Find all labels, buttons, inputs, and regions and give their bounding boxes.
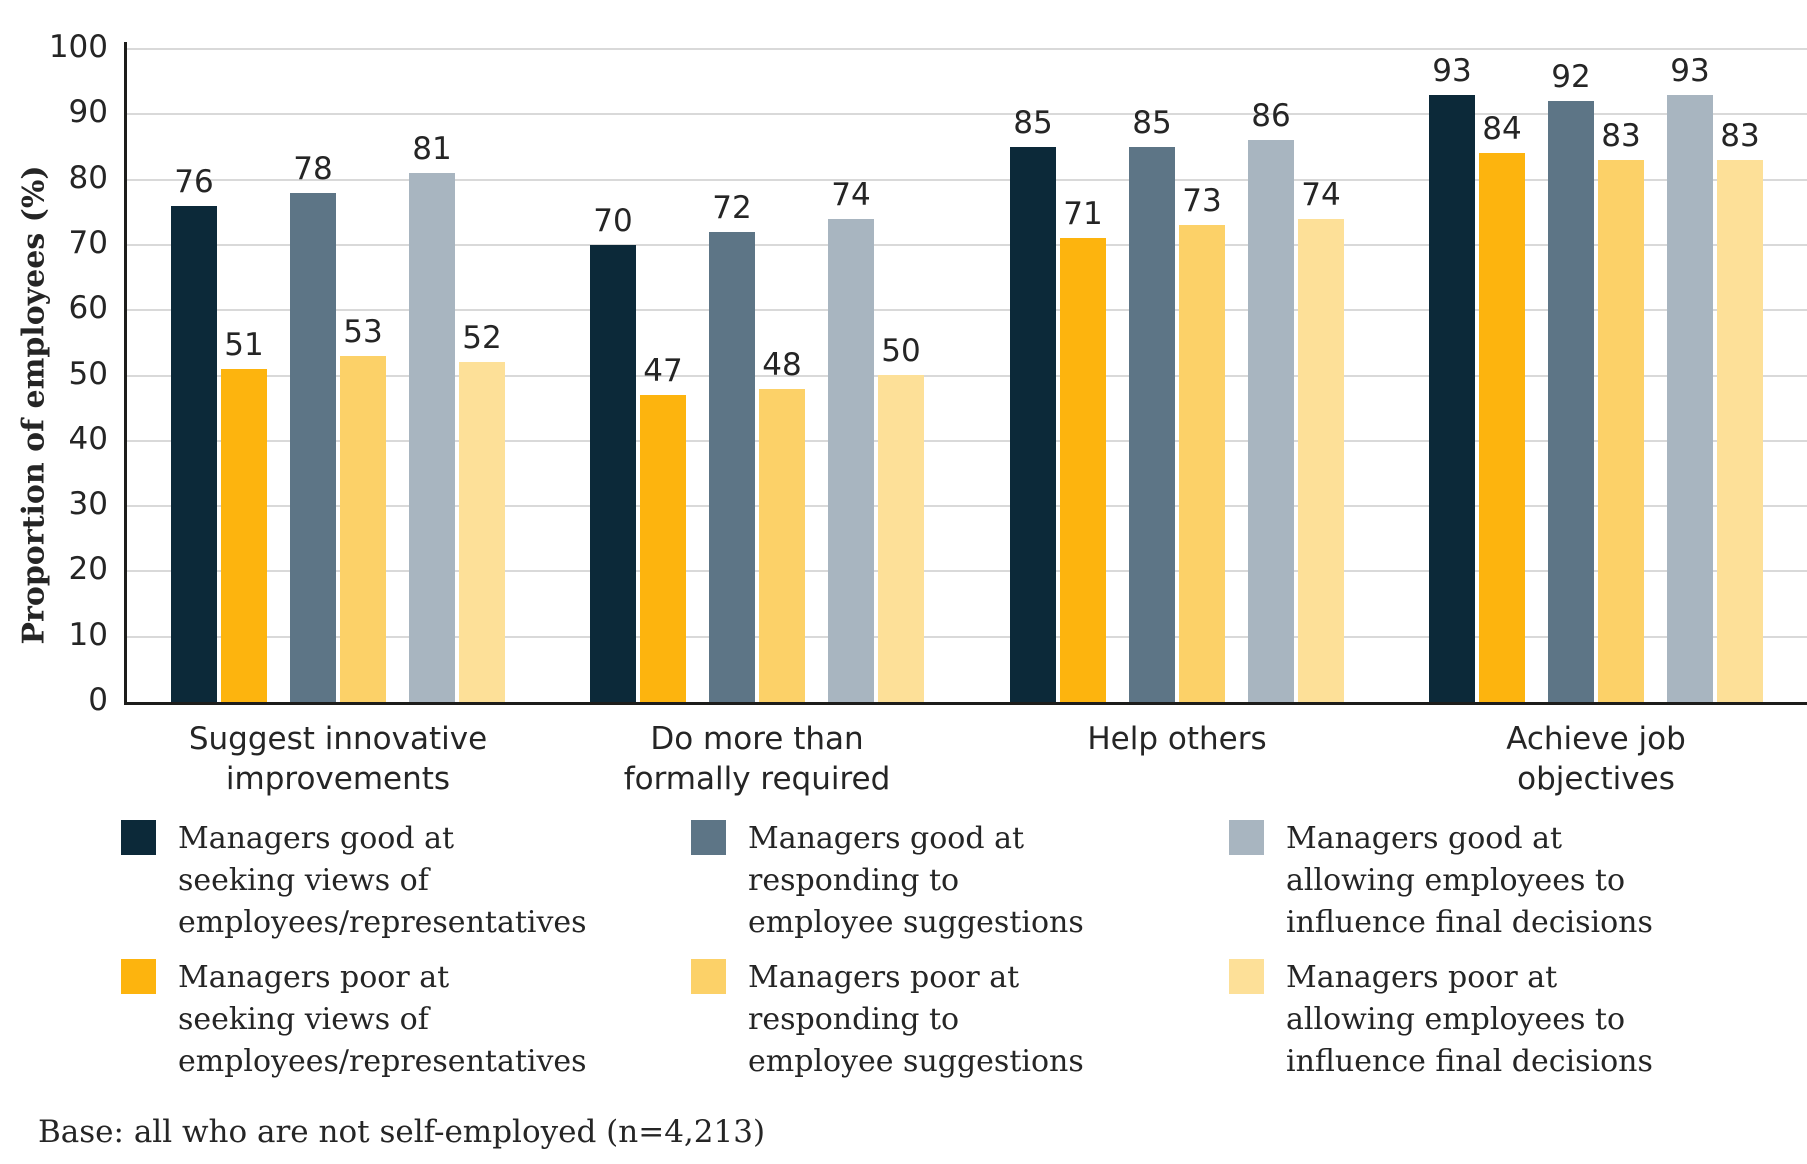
bar-group: 93 84 92 83 93 83 <box>1429 49 1763 702</box>
legend-swatch <box>121 959 156 994</box>
legend-label: Managers good at allowing employees to inf… <box>1286 821 1653 940</box>
bar-series4-cat3 <box>1179 225 1225 702</box>
y-tick-label: 100 <box>48 29 108 65</box>
bar-series4-cat1 <box>340 356 386 702</box>
gridline <box>124 374 1807 377</box>
bar-series4-cat2 <box>759 389 805 702</box>
gridline <box>124 178 1807 181</box>
bar-value-label: 76 <box>174 164 214 200</box>
bar-series4-cat4 <box>1598 160 1644 702</box>
bar-series5-cat2 <box>828 219 874 702</box>
category-label: Help others <box>1087 721 1267 757</box>
gridline <box>124 635 1807 638</box>
category-label: Suggest innovative improvements <box>188 721 488 797</box>
bar-value-label: 86 <box>1251 98 1291 134</box>
y-tick-label: 50 <box>68 355 108 392</box>
bar-value-label: 84 <box>1482 111 1522 147</box>
bar-value-label: 50 <box>881 333 921 369</box>
bar-value-label: 81 <box>412 131 452 167</box>
bar-group: 76 51 78 53 81 52 <box>171 49 505 702</box>
bar-series6-cat4 <box>1717 160 1763 702</box>
y-tick-label: 60 <box>68 290 108 327</box>
category-label: Do more than formally required <box>623 721 891 797</box>
x-axis-line <box>124 702 1807 705</box>
base-note: Base: all who are not self-employed (n=4… <box>38 1114 766 1150</box>
bar-value-label: 93 <box>1432 53 1472 89</box>
y-tick-label: 70 <box>68 224 108 261</box>
bar-series5-cat1 <box>409 173 455 702</box>
plot-area: 76 51 78 53 81 52 70 47 72 48 74 50 85 71 85 73 86 74 93 84… <box>124 48 1807 702</box>
bar-value-label: 93 <box>1670 53 1710 89</box>
legend-swatch <box>691 959 726 994</box>
bar-value-label: 71 <box>1063 196 1103 232</box>
y-tick-label: 0 <box>88 682 108 718</box>
bar-series1-cat2 <box>590 245 636 702</box>
bar-series2-cat4 <box>1479 153 1525 702</box>
bar-value-label: 48 <box>762 347 802 383</box>
bar-series3-cat2 <box>709 232 755 702</box>
y-tick-label: 90 <box>68 94 108 131</box>
legend-swatch <box>691 820 726 855</box>
gridline <box>124 439 1807 442</box>
bar-series2-cat1 <box>221 369 267 702</box>
bar-group: 85 71 85 73 86 74 <box>1010 49 1344 702</box>
bar-series2-cat2 <box>640 395 686 702</box>
bar-series3-cat1 <box>290 193 336 702</box>
bar-series2-cat3 <box>1060 238 1106 702</box>
bar-value-label: 72 <box>712 190 752 226</box>
bar-value-label: 70 <box>593 203 633 239</box>
bar-value-label: 51 <box>224 327 264 363</box>
bar-value-label: 74 <box>831 177 871 213</box>
legend-label: Managers poor at seeking views of employee… <box>178 960 587 1079</box>
legend-swatch <box>121 820 156 855</box>
bar-series3-cat3 <box>1129 147 1175 702</box>
y-axis-line <box>124 42 127 705</box>
bar-value-label: 73 <box>1182 183 1222 219</box>
gridline <box>124 309 1807 312</box>
bar-group: 70 47 72 48 74 50 <box>590 49 924 702</box>
bar-series6-cat2 <box>878 375 924 702</box>
legend-swatch <box>1229 959 1264 994</box>
bar-series6-cat3 <box>1298 219 1344 702</box>
gridline <box>124 113 1807 116</box>
bar-value-label: 74 <box>1301 177 1341 213</box>
bar-value-label: 92 <box>1551 59 1591 95</box>
y-tick-label: 40 <box>68 420 108 457</box>
legend-label: Managers poor at allowing employees to inf… <box>1286 960 1653 1079</box>
legend-swatch <box>1229 820 1264 855</box>
legend-label: Managers good at responding to employee su… <box>748 821 1084 940</box>
bar-value-label: 85 <box>1013 105 1053 141</box>
gridline <box>124 243 1807 246</box>
bar-value-label: 85 <box>1132 105 1172 141</box>
bar-series5-cat4 <box>1667 95 1713 702</box>
gridline <box>124 570 1807 573</box>
y-tick-label: 10 <box>68 616 108 653</box>
gridline <box>124 48 1807 50</box>
bar-series1-cat1 <box>171 206 217 702</box>
bar-series1-cat3 <box>1010 147 1056 702</box>
bar-value-label: 83 <box>1720 118 1760 154</box>
bar-value-label: 83 <box>1601 118 1641 154</box>
bar-series3-cat4 <box>1548 101 1594 702</box>
y-tick-label: 30 <box>68 486 108 523</box>
category-label: Achieve job objectives <box>1506 721 1686 797</box>
bar-series5-cat3 <box>1248 140 1294 702</box>
legend-label: Managers poor at responding to employee su… <box>748 960 1084 1079</box>
y-tick-label: 20 <box>68 551 108 588</box>
bar-value-label: 47 <box>643 353 683 389</box>
bar-series6-cat1 <box>459 362 505 702</box>
bar-value-label: 53 <box>343 314 383 350</box>
legend-label: Managers good at seeking views of employee… <box>178 821 587 940</box>
y-tick-label: 80 <box>68 159 108 196</box>
bar-value-label: 52 <box>462 320 502 356</box>
bar-series1-cat4 <box>1429 95 1475 702</box>
bar-value-label: 78 <box>293 151 333 187</box>
gridline <box>124 505 1807 508</box>
